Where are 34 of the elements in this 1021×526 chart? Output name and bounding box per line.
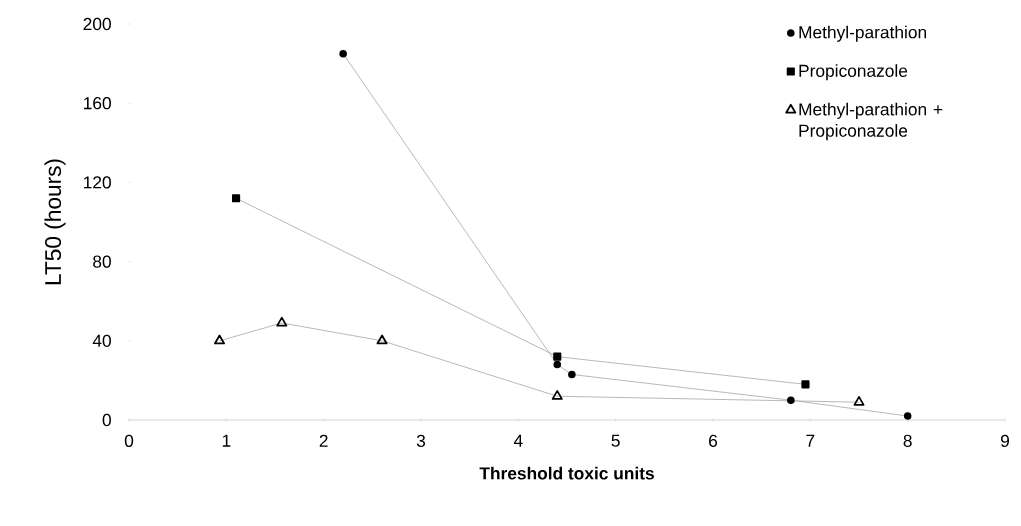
y-tick-label: 200 bbox=[83, 17, 111, 31]
point bbox=[551, 390, 563, 400]
y-axis-title: LT50 (hours) bbox=[44, 159, 66, 285]
point bbox=[214, 334, 226, 345]
x-tick-label: 9 bbox=[1001, 434, 1010, 447]
x-tick-label: 2 bbox=[319, 434, 328, 447]
y-tick-label: 80 bbox=[93, 255, 111, 268]
point bbox=[787, 396, 795, 404]
x-axis-title: Threshold toxic units bbox=[479, 466, 654, 480]
y-tick-label: 160 bbox=[84, 97, 111, 110]
legend-label: Propiconazole bbox=[799, 64, 908, 81]
point bbox=[903, 412, 912, 420]
x-tick-label: 7 bbox=[806, 434, 815, 447]
x-tick-label: 6 bbox=[709, 434, 718, 447]
y-tick-label: 40 bbox=[92, 334, 111, 347]
point bbox=[553, 352, 562, 361]
y-tick-label: 120 bbox=[84, 176, 111, 189]
point bbox=[801, 380, 810, 389]
x-tick-label: 5 bbox=[611, 434, 620, 447]
point bbox=[568, 370, 576, 379]
legend-label: Methyl-parathion + Propiconazole bbox=[799, 102, 943, 141]
x-tick-label: 0 bbox=[124, 434, 134, 447]
x-tick-label: 4 bbox=[513, 434, 523, 447]
y-tick-label: 0 bbox=[102, 413, 111, 427]
x-tick-label: 3 bbox=[416, 434, 426, 447]
legend-label: Methyl-parathion bbox=[799, 25, 927, 42]
x-tick-label: 1 bbox=[222, 434, 231, 447]
point bbox=[276, 316, 288, 327]
point bbox=[553, 360, 562, 369]
point bbox=[339, 49, 347, 58]
point bbox=[853, 395, 865, 406]
point bbox=[232, 194, 241, 203]
x-tick-label: 8 bbox=[903, 434, 912, 447]
point bbox=[376, 334, 388, 345]
